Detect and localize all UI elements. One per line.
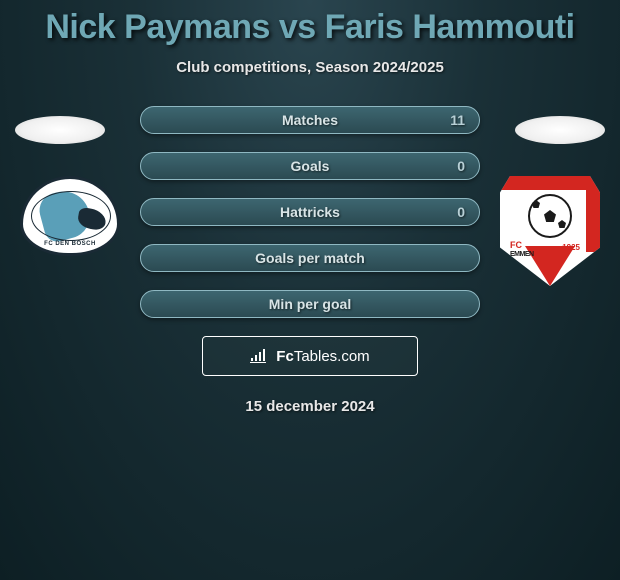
stat-label: Hattricks (280, 204, 340, 220)
branding-suffix: Tables.com (294, 348, 370, 365)
club-logo-left: FC DEN BOSCH (20, 176, 120, 276)
stat-label: Matches (282, 112, 338, 128)
denbosch-logo-text: FC DEN BOSCH (23, 241, 117, 247)
emmen-year-text: 1925 (562, 243, 580, 252)
branding-text: FcTables.com (276, 348, 369, 365)
stat-label: Goals (291, 158, 330, 174)
stat-value-right: 0 (457, 158, 465, 174)
stat-row-goals-per-match: Goals per match (140, 244, 480, 272)
branding-prefix: Fc (276, 348, 294, 365)
stat-label: Goals per match (255, 250, 365, 266)
page-subtitle: Club competitions, Season 2024/2025 (0, 59, 620, 76)
stat-value-right: 11 (450, 112, 465, 128)
date-text: 15 december 2024 (0, 398, 620, 415)
emmen-fc-text: FC (510, 240, 522, 250)
club-logo-right: FC EMMEN 1925 (500, 176, 600, 276)
stat-label: Min per goal (269, 296, 351, 312)
player-right-placeholder (515, 116, 605, 144)
stat-value-right: 0 (457, 204, 465, 220)
stat-row-hattricks: Hattricks 0 (140, 198, 480, 226)
branding-box[interactable]: FcTables.com (202, 336, 418, 376)
page-title: Nick Paymans vs Faris Hammouti (0, 0, 620, 47)
player-left-placeholder (15, 116, 105, 144)
stat-row-min-per-goal: Min per goal (140, 290, 480, 318)
chart-icon (250, 349, 270, 363)
stat-row-goals: Goals 0 (140, 152, 480, 180)
emmen-name-text: EMMEN (510, 251, 534, 258)
stats-container: Matches 11 Goals 0 Hattricks 0 Goals per… (140, 106, 480, 318)
denbosch-logo-icon: FC DEN BOSCH (20, 176, 120, 256)
comparison-content: FC DEN BOSCH FC EMMEN 1925 Matches 11 Go… (0, 106, 620, 415)
stat-row-matches: Matches 11 (140, 106, 480, 134)
emmen-logo-icon: FC EMMEN 1925 (500, 176, 600, 286)
